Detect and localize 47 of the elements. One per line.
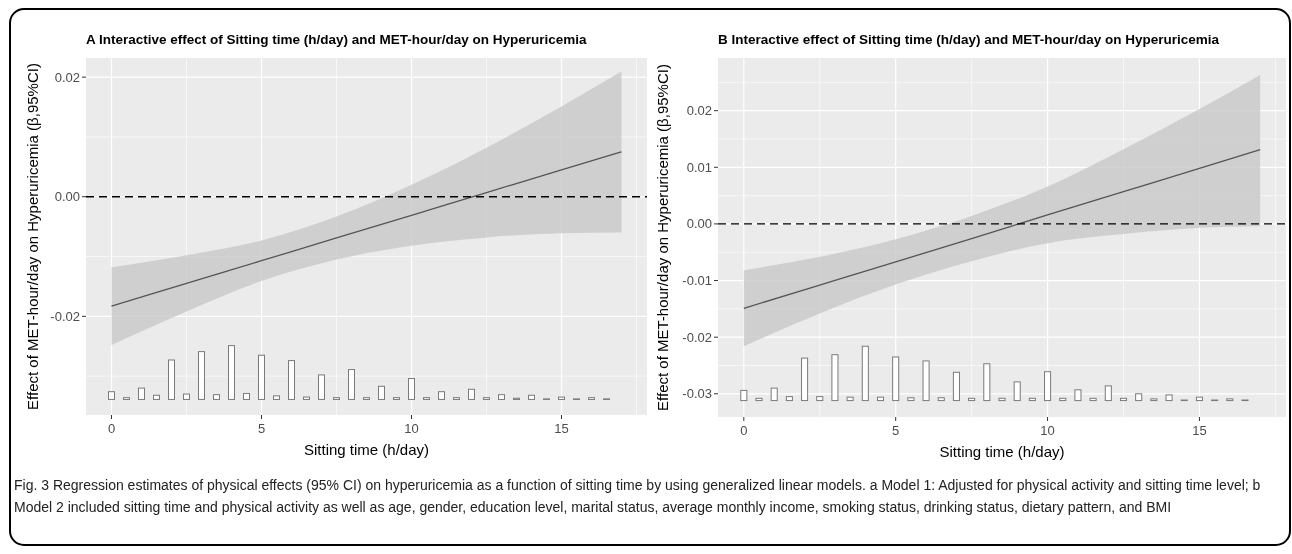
chart-title: A Interactive effect of Sitting time (h/day) and MET-hour/day on Hyperuricemia	[86, 32, 588, 47]
caption: Fig. 3 Regression estimates of physical effects (95% CI) on hyperuricemia as a function of sitting time by using generalized linear models. a Model 1: Adjusted for physical activity and sitting time level; b Model 2 included sitting time and physical activity as well as age, gender, education level, marital status, average monthly income, smoking status, drinking status, dietary pattern, and BMI	[14, 476, 1262, 517]
y-axis-title: Effect of MET-hour/day on Hyperuricemia (β,95%CI)	[654, 64, 671, 411]
y-tick-label: 0.02	[54, 69, 80, 85]
x-tick-label: 15	[554, 421, 569, 436]
x-tick-label: 0	[107, 421, 116, 436]
line-series	[110, 151, 623, 307]
bar	[755, 397, 763, 402]
bar	[1089, 397, 1097, 402]
y-tick-label: 0.01	[686, 159, 712, 175]
bar	[468, 388, 475, 400]
bar	[138, 387, 145, 400]
bar	[438, 391, 445, 400]
bar	[243, 392, 250, 400]
bar	[785, 396, 793, 402]
y-tick-label: -0.03	[682, 386, 712, 402]
chart-title: B Interactive effect of Sitting time (h/day) and MET-hour/day on Hyperuricemia	[718, 32, 1220, 47]
y-tick-label: -0.01	[682, 273, 712, 289]
x-tick-label: 5	[892, 423, 900, 438]
bar	[153, 394, 160, 400]
x-tick-label: 15	[1192, 423, 1207, 438]
bar	[378, 385, 385, 400]
y-axis-title: Effect of MET-hour/day on Hyperuricemia (β,95%CI)	[24, 63, 41, 410]
x-tick-label: 10	[404, 421, 419, 436]
x-tick-label: 10	[1040, 423, 1055, 438]
y-tick-label: -0.02	[682, 329, 712, 345]
bar	[846, 396, 854, 402]
bar	[498, 394, 505, 400]
bar	[303, 396, 310, 400]
y-tick-label: -0.02	[50, 308, 80, 324]
line-series	[743, 149, 1261, 309]
y-tick-label: 0.00	[686, 216, 712, 232]
bar	[998, 397, 1006, 402]
x-tick-label: 0	[740, 423, 748, 438]
x-axis-title: Sitting time (h/day)	[939, 443, 1065, 460]
bar	[907, 397, 915, 402]
bar	[528, 394, 535, 400]
bar	[213, 394, 220, 400]
x-axis-title: Sitting time (h/day)	[303, 441, 430, 458]
y-tick-label: 0.02	[686, 103, 712, 119]
bar	[1028, 397, 1036, 402]
bar	[876, 396, 885, 402]
bar	[937, 397, 945, 402]
bar	[273, 395, 280, 400]
x-tick-label: 5	[257, 421, 266, 436]
bar	[1059, 397, 1067, 402]
y-tick-label: 0.00	[54, 189, 80, 205]
